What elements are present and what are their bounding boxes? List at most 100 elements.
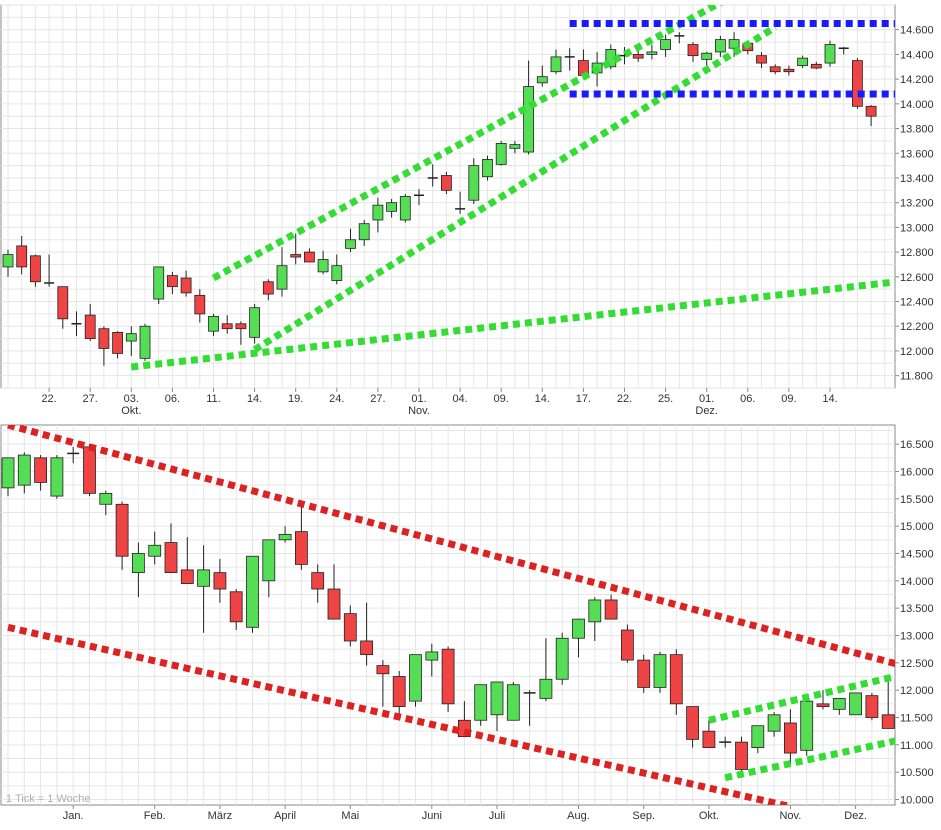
candle-up xyxy=(153,266,165,304)
candle-body xyxy=(490,681,504,716)
candle-body xyxy=(229,591,243,623)
candle-body xyxy=(98,328,110,349)
y-tick-label: 14.200 xyxy=(900,74,934,86)
candle-body xyxy=(555,637,569,680)
candle-body xyxy=(276,265,288,290)
candle-down xyxy=(164,523,178,574)
x-tick-label: Juni xyxy=(422,810,442,822)
candle-body xyxy=(687,44,699,57)
candle-body xyxy=(331,265,343,281)
candle-body xyxy=(343,613,357,642)
candle-up xyxy=(399,194,411,223)
candle-body xyxy=(262,281,274,295)
candle-body xyxy=(686,706,699,740)
candle-body xyxy=(360,640,374,656)
candle-down xyxy=(604,594,618,620)
candle-body xyxy=(756,55,767,64)
candle-down xyxy=(112,331,123,359)
candle-up xyxy=(276,247,288,297)
candle-up xyxy=(849,692,862,716)
candle-down xyxy=(621,624,634,663)
candle-up xyxy=(555,632,569,685)
candle-up xyxy=(278,526,292,543)
candle-body xyxy=(440,175,452,191)
candle-up xyxy=(646,44,658,60)
candle-body xyxy=(345,239,356,249)
candle-body xyxy=(865,105,877,117)
candle-down xyxy=(115,501,129,570)
candle-down xyxy=(852,58,863,109)
candle-body xyxy=(131,553,145,574)
candle-body xyxy=(735,741,748,770)
candle-up xyxy=(701,51,713,66)
candle-body xyxy=(125,333,137,342)
candle-up xyxy=(838,47,849,55)
candle-body xyxy=(702,730,716,748)
y-tick-label: 10.500 xyxy=(900,767,934,779)
x-tick-label: 09. xyxy=(494,393,509,405)
candle-down xyxy=(221,315,233,334)
x-tick-label: Sep. xyxy=(632,810,655,822)
candle-body xyxy=(164,542,178,574)
candle-up xyxy=(539,638,553,702)
candle-up xyxy=(797,55,808,69)
candle-body xyxy=(197,569,211,587)
x-tick-label: 04. xyxy=(452,393,467,405)
candle-up xyxy=(414,189,424,206)
candle-up xyxy=(246,555,259,633)
y-tick-label: 16.000 xyxy=(900,466,934,478)
y-tick-label: 12.000 xyxy=(900,685,934,697)
y-axis-labels: 11.800 12.000 12.200 12.400 12.600 12.800 13.0… xyxy=(895,25,934,383)
candle-up xyxy=(2,249,14,277)
candle-down xyxy=(686,706,699,748)
candle-body xyxy=(769,66,781,73)
x-tick-label: März xyxy=(208,810,232,822)
candle-body xyxy=(311,572,325,590)
x-tick-label: 14. xyxy=(822,393,837,405)
candle-body xyxy=(621,629,634,661)
candle-down xyxy=(57,286,69,329)
candle-up xyxy=(125,326,137,356)
x-tick-label: 25. xyxy=(658,393,673,405)
candle-up xyxy=(715,35,726,57)
x-tick-label: 11. xyxy=(206,393,220,405)
x-tick-label: 06. xyxy=(740,393,755,405)
candle-body xyxy=(637,659,651,688)
x-tick-label: 24. xyxy=(329,393,344,405)
candle-body xyxy=(536,76,548,84)
daily-chart-panel: 11.800 12.000 12.200 12.400 12.600 12.800 13.0… xyxy=(0,4,934,417)
candle-body xyxy=(669,654,683,705)
candle-up xyxy=(197,545,211,633)
candle-body xyxy=(246,555,259,628)
candle-up xyxy=(249,303,261,344)
candle-body xyxy=(800,700,814,751)
y-tick-label: 15.500 xyxy=(900,494,934,506)
candle-body xyxy=(751,725,765,748)
candle-up xyxy=(660,34,671,57)
candle-up xyxy=(767,712,781,737)
y-tick-label: 12.400 xyxy=(900,297,934,309)
candle-body xyxy=(139,325,151,359)
candle-down xyxy=(392,671,406,721)
x-tick-label: Nov. xyxy=(779,810,801,822)
candle-body xyxy=(767,714,781,732)
candle-up xyxy=(564,48,575,71)
y-tick-label: 13.800 xyxy=(900,124,934,136)
candle-down xyxy=(213,558,227,603)
candle-body xyxy=(372,204,384,221)
candle-body xyxy=(816,703,830,707)
candles xyxy=(1,444,895,778)
candle-up xyxy=(148,531,162,565)
candle-down xyxy=(235,321,247,345)
candle-up xyxy=(71,311,82,337)
candle-body xyxy=(523,86,534,153)
candle-body xyxy=(50,457,64,497)
candle-up xyxy=(506,681,520,721)
y-tick-label: 12.200 xyxy=(900,321,934,333)
candle-down xyxy=(29,254,41,287)
candle-body xyxy=(824,44,836,64)
candle-down xyxy=(343,605,357,647)
candle-body xyxy=(509,144,521,149)
